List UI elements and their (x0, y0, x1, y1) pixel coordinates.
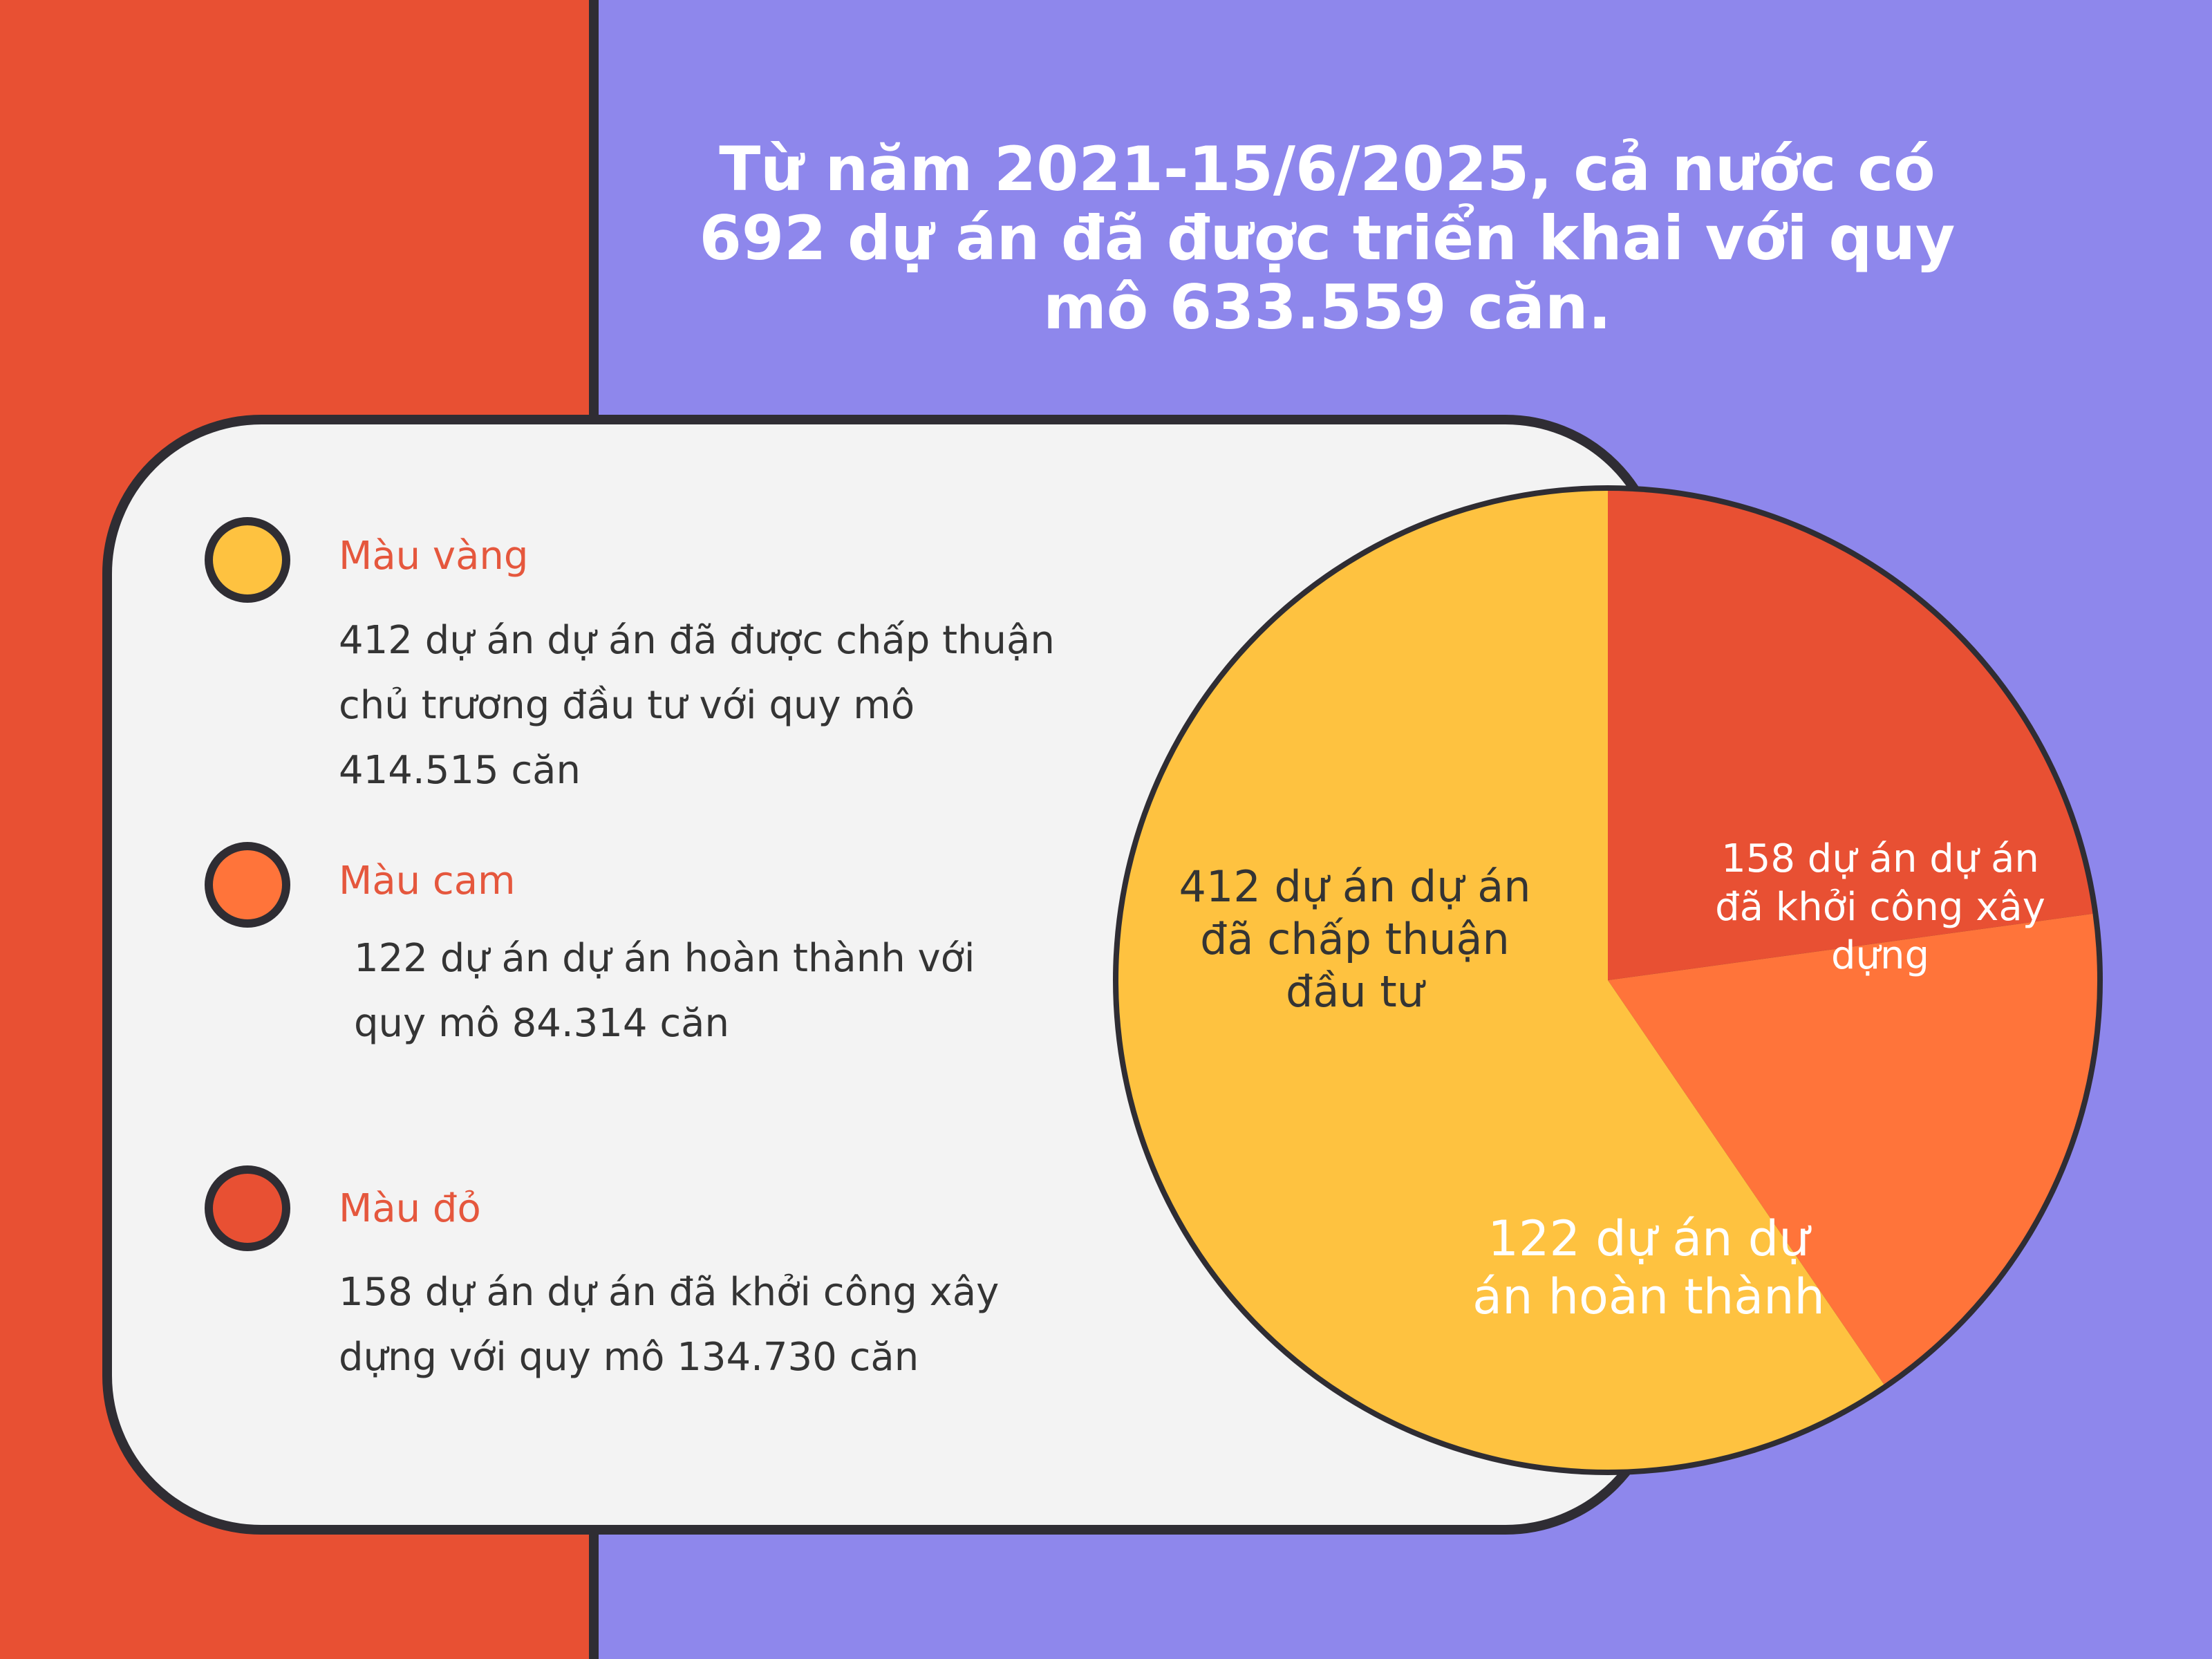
legend-description-line: dựng với quy mô 134.730 căn (339, 1335, 919, 1380)
pie-label-line: 122 dự án dự (1488, 1210, 1810, 1267)
pie-slice-completed (1608, 913, 2097, 1385)
pie-slice-started (1608, 491, 2093, 980)
pie-label-approved: 412 dự án dự án đã chấp thuận đầu tư (1147, 861, 1562, 1018)
pie-label-started: 158 dự án dự án đã khởi công xây dựng (1707, 835, 2053, 980)
headline-line: mô 633.559 căn. (1043, 272, 1611, 343)
headline-line: 692 dự án đã được triển khai với quy (699, 203, 1956, 274)
pie-label-line: dựng (1830, 933, 1930, 978)
legend-title: Màu vàng (339, 534, 529, 579)
legend-description-line: 414.515 căn (339, 748, 581, 793)
pie-label-line: đã khởi công xây (1715, 885, 2045, 930)
headline-line: Từ năm 2021-15/6/2025, cả nước có (719, 133, 1936, 205)
pie-label-line: án hoàn thành (1472, 1268, 1825, 1325)
pie-label-line: 412 dự án dự án (1179, 861, 1531, 912)
legend-description: 158 dự án dự án đã khởi công xây dựng vớ… (339, 1260, 999, 1390)
legend-description: 122 dự án dự án hoàn thành với quy mô 84… (354, 926, 975, 1056)
pie-label-line: 158 dự án dự án (1721, 836, 2039, 881)
legend-description-line: 122 dự án dự án hoàn thành với (354, 936, 975, 981)
legend-description-line: 412 dự án dự án đã được chấp thuận (339, 618, 1055, 663)
legend-description-line: quy mô 84.314 căn (354, 1001, 729, 1046)
pie-slice-approved (1118, 491, 1884, 1470)
pie-label-completed: 122 dự án dự án hoàn thành (1424, 1210, 1873, 1326)
red-swatch-icon (205, 1165, 290, 1251)
legend-description-line: 158 dự án dự án đã khởi công xây (339, 1270, 1000, 1315)
pie-label-line: đã chấp thuận (1200, 914, 1510, 964)
pie-label-line: đầu tư (1286, 966, 1424, 1017)
legend-title: Màu đỏ (339, 1186, 481, 1231)
legend-description: 412 dự án dự án đã được chấp thuận chủ t… (339, 608, 1055, 803)
legend-title: Màu cam (339, 859, 516, 903)
legend-description-line: chủ trương đầu tư với quy mô (339, 683, 915, 728)
headline: Từ năm 2021-15/6/2025, cả nước có 692 dự… (691, 135, 1963, 342)
